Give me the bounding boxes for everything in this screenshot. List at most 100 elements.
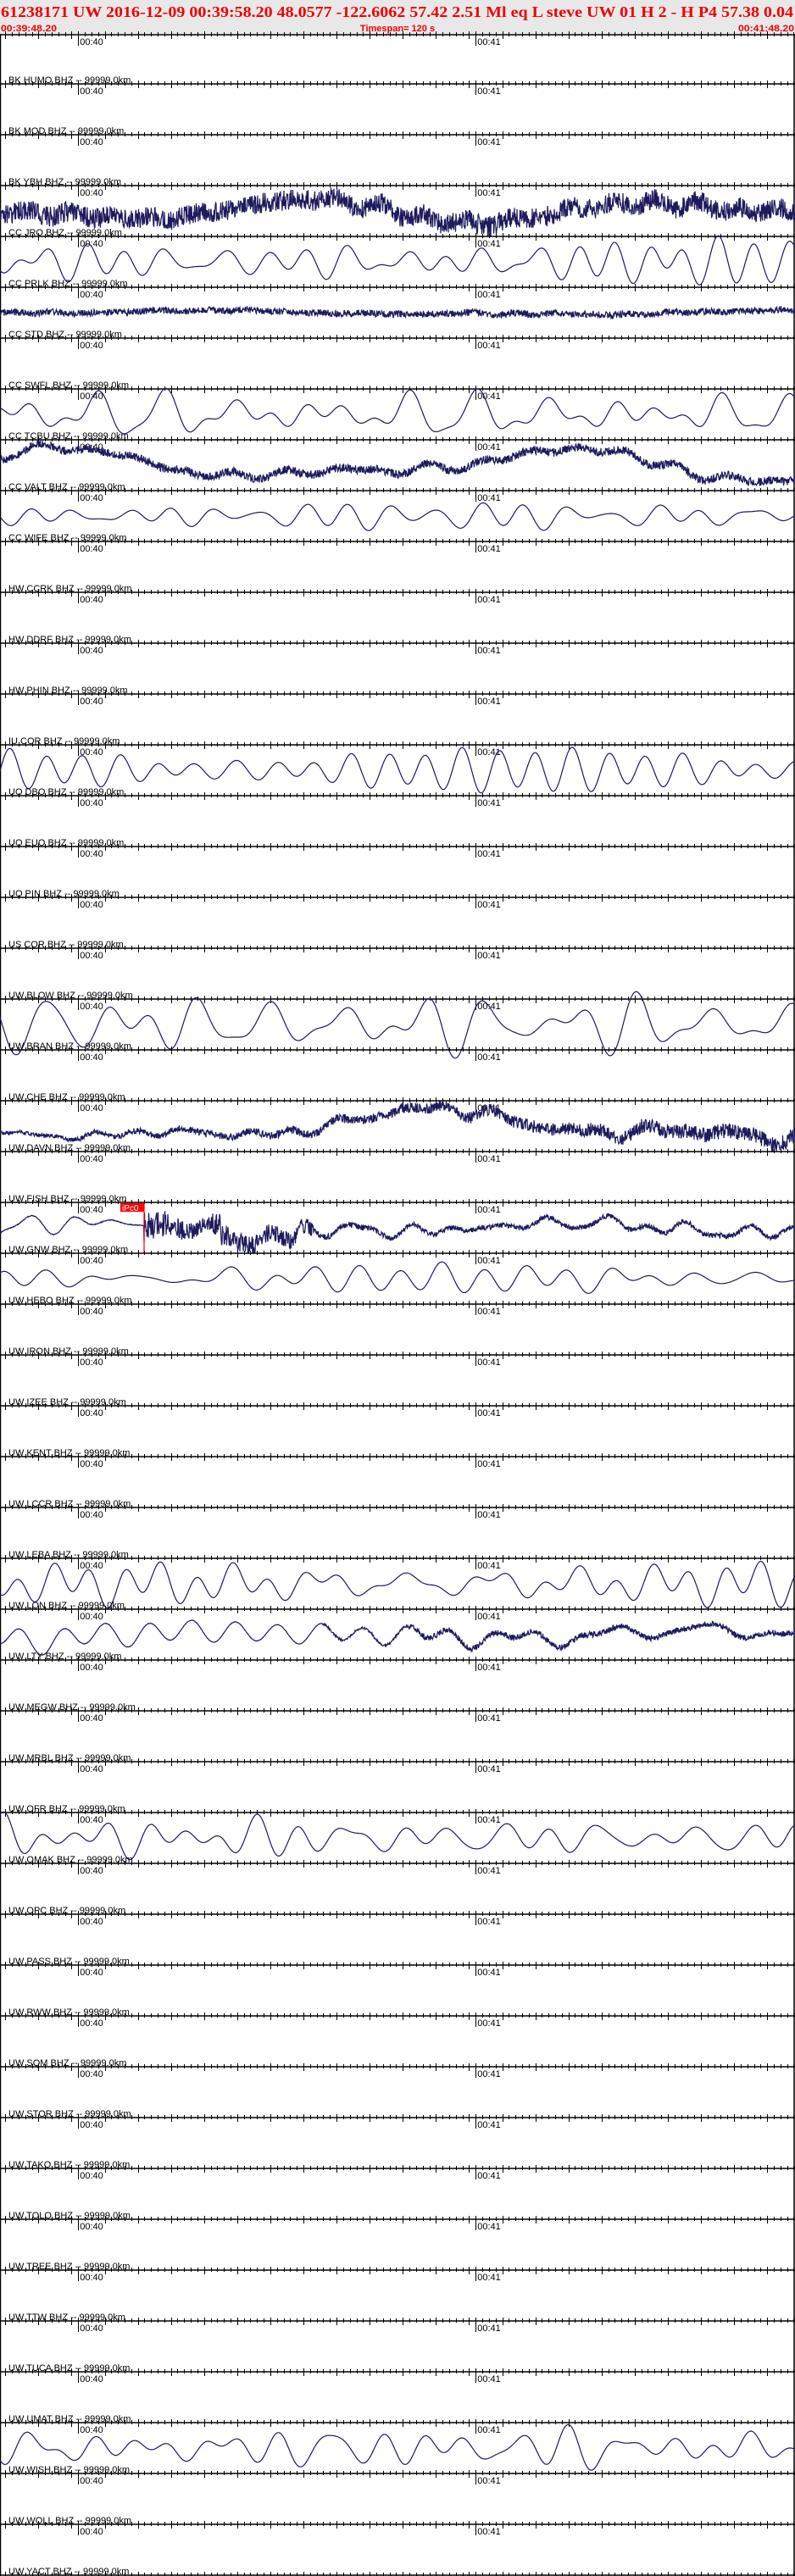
axis-ticks bbox=[5, 1657, 794, 1671]
axis-ticks bbox=[5, 792, 794, 807]
time-axis: 00:40 00:41 UW UMAT BHZ -- 99999.0km bbox=[0, 2414, 795, 2435]
axis-ticks bbox=[5, 1606, 794, 1620]
axis-ticks bbox=[5, 1097, 794, 1112]
minute-tick-label: 00:41 bbox=[477, 2374, 501, 2384]
station-label: IU COR BHZ -- 99999.0km bbox=[8, 736, 120, 747]
axis-ticks bbox=[5, 2470, 794, 2484]
axis-ticks bbox=[5, 1402, 794, 1417]
minute-tick-label: 00:40 bbox=[80, 1561, 103, 1571]
minute-tick-label: 00:40 bbox=[80, 290, 103, 300]
minute-tick-label: 00:41 bbox=[477, 2323, 501, 2334]
minute-tick-label: 00:41 bbox=[477, 341, 501, 351]
axis-ticks bbox=[5, 1911, 794, 1925]
waveform-trace bbox=[0, 305, 795, 320]
waveform-trace bbox=[0, 1811, 795, 1861]
axis-ticks bbox=[5, 1707, 794, 1722]
station-label: UW OFR BHZ -- 99999.0km bbox=[8, 1804, 125, 1814]
station-label: UW DAVN BHZ -- 99999.0km bbox=[8, 1143, 131, 1153]
waveform-trace bbox=[0, 1619, 795, 1656]
minute-tick-label: 00:40 bbox=[80, 1408, 103, 1418]
minute-tick-label: 00:41 bbox=[477, 1968, 501, 1978]
time-axis: 00:40 00:41 UW TOLO BHZ -- 99999.0km bbox=[0, 2211, 795, 2232]
time-axis: 00:40 00:41 UW MEGW BHZ -- 99999.0km bbox=[0, 1702, 795, 1724]
axis-ticks bbox=[5, 131, 794, 146]
minute-tick-label: 00:40 bbox=[80, 1357, 103, 1368]
time-axis: 00:40 00:41 CC VALT BHZ -- 99999.0km bbox=[0, 482, 795, 503]
waveform-trace bbox=[0, 1560, 795, 1609]
station-label: UW TOLO BHZ -- 99999.0km bbox=[8, 2211, 131, 2221]
station-label: CC SWFL BHZ -- 99999.0km bbox=[8, 380, 129, 391]
axis-ticks bbox=[5, 284, 794, 298]
station-label: UO PIN BHZ -- 99999.0km bbox=[8, 889, 120, 899]
minute-tick-label: 00:41 bbox=[477, 900, 501, 910]
station-label: UW HEBO BHZ -- 99999.0km bbox=[8, 1296, 131, 1306]
minute-tick-label: 00:41 bbox=[477, 137, 501, 147]
time-axis: 00:40 00:41 UO PIN BHZ -- 99999.0km bbox=[0, 889, 795, 910]
time-axis: 00:40 00:41 BK MOD BHZ -- 99999.0km bbox=[0, 126, 795, 147]
minute-tick-label: 00:40 bbox=[80, 2323, 103, 2334]
station-label: HW CCRK BHZ -- 99999.0km bbox=[8, 584, 131, 594]
pick-label: iPc0 bbox=[122, 1204, 139, 1213]
time-axis: 00:40 00:41 HW CCRK BHZ -- 99999.0km bbox=[0, 584, 795, 605]
station-label: CC VALT BHZ -- 99999.0km bbox=[8, 482, 125, 492]
minute-tick-label: 00:41 bbox=[477, 1357, 501, 1368]
axis-ticks bbox=[5, 2216, 794, 2230]
minute-tick-label: 00:41 bbox=[477, 951, 501, 961]
time-axis: 00:40 00:41 HW PHIN BHZ -- 99999.0km bbox=[0, 686, 795, 707]
station-label: UW LTY BHZ -- 99999.0km bbox=[8, 1652, 121, 1662]
minute-tick-label: 00:41 bbox=[477, 1866, 501, 1876]
phase-pick-marker[interactable]: iPc0 bbox=[120, 1202, 145, 1253]
time-axis: 00:40 00:41 UW FISH BHZ -- 99999.0km bbox=[0, 1194, 795, 1215]
time-axis: 00:40 00:41 UW LEBA BHZ -- 99999.0km bbox=[0, 1550, 795, 1571]
minute-tick-label: 00:40 bbox=[80, 697, 103, 707]
axis-ticks bbox=[5, 589, 794, 603]
minute-tick-label: 00:40 bbox=[80, 1510, 103, 1520]
axis-ticks bbox=[5, 2521, 794, 2535]
axis-ticks bbox=[5, 2165, 794, 2179]
axis-ticks bbox=[5, 1250, 794, 1264]
minute-tick-label: 00:40 bbox=[80, 900, 103, 910]
minute-tick-label: 00:40 bbox=[80, 1866, 103, 1876]
station-label: UW MEGW BHZ -- 99999.0km bbox=[8, 1702, 136, 1713]
minute-tick-label: 00:40 bbox=[80, 2120, 103, 2130]
station-label: UW LEBA BHZ -- 99999.0km bbox=[8, 1550, 129, 1560]
time-axis: 00:40 00:41 BK HUMO BHZ -- 99999.0km bbox=[0, 75, 795, 97]
minute-tick-label: 00:41 bbox=[477, 1663, 501, 1673]
minute-tick-label: 00:40 bbox=[80, 951, 103, 961]
time-axis: 00:40 00:41 UW WOLL BHZ -- 99999.0km bbox=[0, 2516, 795, 2537]
time-axis: 00:40 00:41 UW PASS BHZ -- 99999.0km bbox=[0, 1957, 795, 1978]
time-axis: 00:40 00:41 UW WISH BHZ -- 99999.0km bbox=[0, 2465, 795, 2486]
axis-ticks bbox=[5, 691, 794, 705]
station-label: UW PASS BHZ -- 99999.0km bbox=[8, 1957, 130, 1967]
minute-tick-label: 00:41 bbox=[477, 2222, 501, 2232]
axis-ticks bbox=[5, 31, 794, 46]
minute-tick-label: 00:40 bbox=[80, 1307, 103, 1317]
axis-ticks bbox=[5, 2063, 794, 2078]
minute-tick-label: 00:41 bbox=[477, 1154, 501, 1164]
minute-tick-label: 00:40 bbox=[80, 2425, 103, 2435]
minute-tick-label: 00:40 bbox=[80, 595, 103, 605]
axis-ticks bbox=[5, 2114, 794, 2129]
time-axis: 00:40 00:41 UW LTY BHZ -- 99999.0km bbox=[0, 1652, 795, 1673]
minute-tick-label: 00:40 bbox=[80, 1459, 103, 1469]
minute-tick-label: 00:41 bbox=[477, 1052, 501, 1063]
minute-tick-label: 00:40 bbox=[80, 2171, 103, 2181]
time-axis: 00:40 00:41 CC JRO BHZ -- 99999.0km bbox=[0, 228, 795, 249]
minute-tick-label: 00:40 bbox=[80, 1764, 103, 1774]
window-end-time: 00:41:48.20 bbox=[738, 24, 794, 34]
station-label: UW LCCR BHZ -- 99999.0km bbox=[8, 1499, 131, 1509]
minute-tick-label: 00:41 bbox=[477, 1612, 501, 1622]
minute-tick-label: 00:40 bbox=[80, 646, 103, 656]
station-label: UW GNW BHZ -- 99999.0km bbox=[8, 1245, 128, 1255]
station-label: UW CHE BHZ -- 99999.0km bbox=[8, 1092, 125, 1102]
minute-tick-label: 00:41 bbox=[477, 2120, 501, 2130]
minute-tick-label: 00:41 bbox=[477, 239, 501, 249]
axis-ticks bbox=[5, 233, 794, 247]
pick-label-box[interactable] bbox=[120, 1203, 144, 1212]
station-label: UW OPC BHZ -- 99999.0km bbox=[8, 1906, 125, 1916]
time-axis: 00:40 00:41 UW BRAN BHZ -- 99999.0km bbox=[0, 1041, 795, 1063]
waveform-trace bbox=[0, 502, 795, 531]
axis-ticks bbox=[5, 335, 794, 349]
axis-ticks bbox=[5, 386, 794, 400]
